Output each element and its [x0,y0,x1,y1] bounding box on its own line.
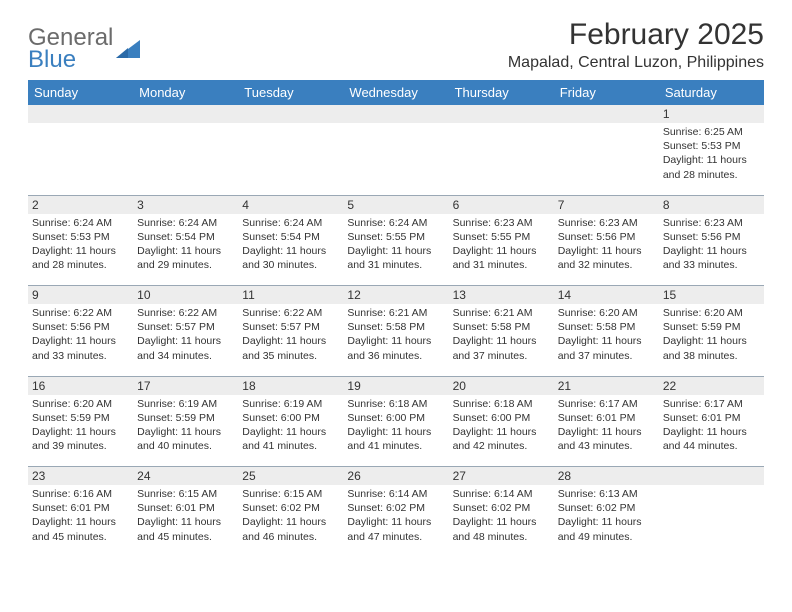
day-number-cell: 18 [238,376,343,395]
day-content-row: Sunrise: 6:16 AMSunset: 6:01 PMDaylight:… [28,485,764,552]
day-content-cell: Sunrise: 6:23 AMSunset: 5:56 PMDaylight:… [554,214,659,286]
day-content-cell: Sunrise: 6:14 AMSunset: 6:02 PMDaylight:… [343,485,448,552]
day-number-cell: 26 [343,467,448,486]
daynum-row: 16171819202122 [28,376,764,395]
day-number-cell: 21 [554,376,659,395]
day-content-cell: Sunrise: 6:18 AMSunset: 6:00 PMDaylight:… [343,395,448,467]
day-header: Monday [133,80,238,105]
day-number-cell: 23 [28,467,133,486]
day-content-cell [238,123,343,195]
day-number-cell: 3 [133,195,238,214]
day-number-cell: 8 [659,195,764,214]
day-header: Friday [554,80,659,105]
day-content-cell: Sunrise: 6:24 AMSunset: 5:55 PMDaylight:… [343,214,448,286]
daynum-row: 9101112131415 [28,286,764,305]
day-number-cell: 10 [133,286,238,305]
day-content-cell: Sunrise: 6:17 AMSunset: 6:01 PMDaylight:… [554,395,659,467]
day-number-cell: 6 [449,195,554,214]
day-content-row: Sunrise: 6:24 AMSunset: 5:53 PMDaylight:… [28,214,764,286]
day-content-cell: Sunrise: 6:16 AMSunset: 6:01 PMDaylight:… [28,485,133,552]
day-number-cell: 14 [554,286,659,305]
day-content-cell: Sunrise: 6:25 AMSunset: 5:53 PMDaylight:… [659,123,764,195]
location-text: Mapalad, Central Luzon, Philippines [508,54,764,72]
day-content-cell [449,123,554,195]
day-number-cell: 5 [343,195,448,214]
day-content-cell: Sunrise: 6:15 AMSunset: 6:02 PMDaylight:… [238,485,343,552]
day-number-cell: 24 [133,467,238,486]
daynum-row: 1 [28,105,764,123]
calendar-page: General Blue February 2025 Mapalad, Cent… [0,0,792,562]
day-number-cell: 25 [238,467,343,486]
logo-text: General Blue [28,26,113,72]
day-number-cell: 1 [659,105,764,123]
day-number-cell [238,105,343,123]
day-number-cell [554,105,659,123]
day-number-cell: 16 [28,376,133,395]
day-number-cell: 11 [238,286,343,305]
day-content-cell: Sunrise: 6:24 AMSunset: 5:54 PMDaylight:… [238,214,343,286]
day-number-cell [343,105,448,123]
logo: General Blue [28,26,142,72]
sail-icon [116,38,142,65]
day-content-cell: Sunrise: 6:24 AMSunset: 5:53 PMDaylight:… [28,214,133,286]
day-content-cell: Sunrise: 6:23 AMSunset: 5:55 PMDaylight:… [449,214,554,286]
day-number-cell [133,105,238,123]
day-number-cell: 17 [133,376,238,395]
day-number-cell: 9 [28,286,133,305]
day-content-cell: Sunrise: 6:18 AMSunset: 6:00 PMDaylight:… [449,395,554,467]
day-number-cell: 2 [28,195,133,214]
day-content-cell [554,123,659,195]
day-content-cell: Sunrise: 6:19 AMSunset: 5:59 PMDaylight:… [133,395,238,467]
day-content-cell: Sunrise: 6:17 AMSunset: 6:01 PMDaylight:… [659,395,764,467]
day-header: Wednesday [343,80,448,105]
daynum-row: 232425262728 [28,467,764,486]
day-header-row: SundayMondayTuesdayWednesdayThursdayFrid… [28,80,764,105]
day-number-cell: 12 [343,286,448,305]
day-content-cell: Sunrise: 6:14 AMSunset: 6:02 PMDaylight:… [449,485,554,552]
day-content-cell: Sunrise: 6:24 AMSunset: 5:54 PMDaylight:… [133,214,238,286]
day-content-cell: Sunrise: 6:21 AMSunset: 5:58 PMDaylight:… [449,304,554,376]
day-content-cell [343,123,448,195]
day-number-cell: 13 [449,286,554,305]
day-content-cell: Sunrise: 6:20 AMSunset: 5:59 PMDaylight:… [659,304,764,376]
day-content-cell [659,485,764,552]
day-content-row: Sunrise: 6:25 AMSunset: 5:53 PMDaylight:… [28,123,764,195]
title-block: February 2025 Mapalad, Central Luzon, Ph… [508,18,764,72]
calendar-body: 1Sunrise: 6:25 AMSunset: 5:53 PMDaylight… [28,105,764,552]
day-content-row: Sunrise: 6:20 AMSunset: 5:59 PMDaylight:… [28,395,764,467]
day-number-cell: 28 [554,467,659,486]
day-header: Saturday [659,80,764,105]
day-number-cell: 19 [343,376,448,395]
day-content-cell: Sunrise: 6:13 AMSunset: 6:02 PMDaylight:… [554,485,659,552]
day-number-cell: 4 [238,195,343,214]
day-number-cell [659,467,764,486]
day-number-cell: 22 [659,376,764,395]
day-number-cell: 27 [449,467,554,486]
day-header: Sunday [28,80,133,105]
day-content-cell [133,123,238,195]
day-number-cell [449,105,554,123]
day-content-cell: Sunrise: 6:22 AMSunset: 5:56 PMDaylight:… [28,304,133,376]
logo-line2: Blue [28,48,113,72]
day-content-cell: Sunrise: 6:15 AMSunset: 6:01 PMDaylight:… [133,485,238,552]
day-content-cell: Sunrise: 6:20 AMSunset: 5:59 PMDaylight:… [28,395,133,467]
calendar-table: SundayMondayTuesdayWednesdayThursdayFrid… [28,80,764,552]
day-number-cell [28,105,133,123]
day-content-row: Sunrise: 6:22 AMSunset: 5:56 PMDaylight:… [28,304,764,376]
day-content-cell: Sunrise: 6:20 AMSunset: 5:58 PMDaylight:… [554,304,659,376]
page-header: General Blue February 2025 Mapalad, Cent… [28,18,764,72]
day-content-cell: Sunrise: 6:21 AMSunset: 5:58 PMDaylight:… [343,304,448,376]
day-content-cell: Sunrise: 6:22 AMSunset: 5:57 PMDaylight:… [133,304,238,376]
day-content-cell [28,123,133,195]
day-number-cell: 7 [554,195,659,214]
daynum-row: 2345678 [28,195,764,214]
day-content-cell: Sunrise: 6:23 AMSunset: 5:56 PMDaylight:… [659,214,764,286]
day-content-cell: Sunrise: 6:19 AMSunset: 6:00 PMDaylight:… [238,395,343,467]
day-number-cell: 15 [659,286,764,305]
day-header: Thursday [449,80,554,105]
month-title: February 2025 [508,18,764,52]
day-number-cell: 20 [449,376,554,395]
day-header: Tuesday [238,80,343,105]
day-content-cell: Sunrise: 6:22 AMSunset: 5:57 PMDaylight:… [238,304,343,376]
